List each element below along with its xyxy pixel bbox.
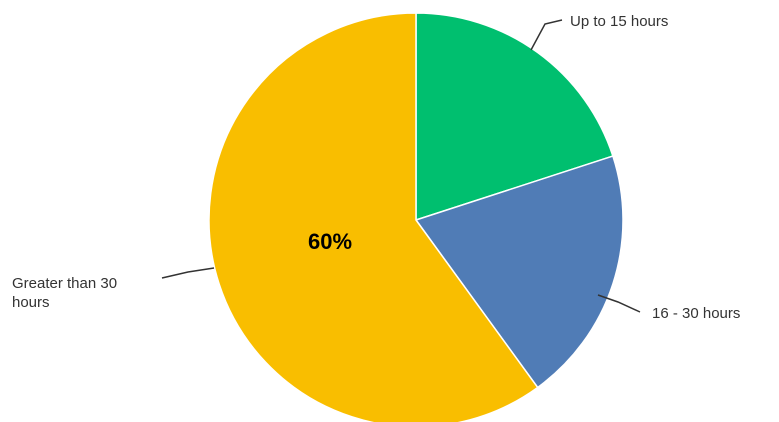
slice-label-up-to-15-hours: Up to 15 hours	[570, 13, 668, 30]
slice-label-greater-than-30-hours: Greater than 30 hours	[12, 275, 117, 311]
pie-slice-greater-than-30-hours	[208, 12, 539, 422]
data-label-greater-than-30-hours: 60%	[308, 229, 352, 254]
pie-slices	[208, 12, 624, 422]
leader-line-16-30-hours	[597, 294, 641, 313]
slice-label-16-30-hours: 16 - 30 hours	[652, 305, 740, 322]
leader-lines	[161, 19, 641, 313]
leader-line-up-to-15-hours	[530, 19, 563, 51]
pie-slice-up-to-15-hours	[415, 12, 614, 222]
leader-line-greater-than-30-hours	[161, 267, 215, 279]
pie-slice-16-30-hours	[414, 155, 624, 389]
slice-labels: Up to 15 hours 16 - 30 hours Greater than …	[12, 13, 740, 322]
